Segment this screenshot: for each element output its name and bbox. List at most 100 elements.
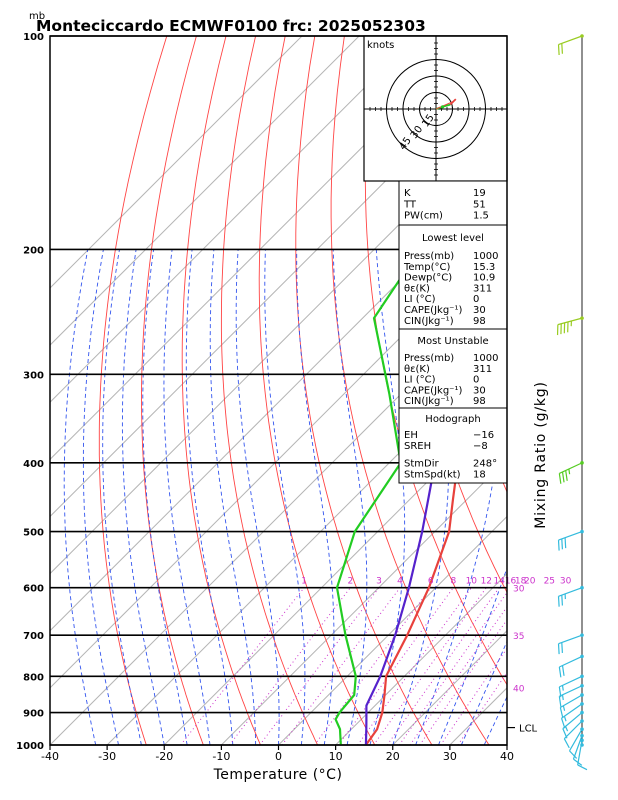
stats-section-title: Most Unstable	[417, 336, 488, 347]
dry-adiabat-line	[141, 36, 204, 745]
wind-barb-flag	[561, 595, 563, 606]
stats-row-label: Press(mb)	[404, 251, 454, 262]
pressure-tick-label: 700	[23, 631, 44, 642]
pressure-tick-label: 400	[23, 459, 44, 470]
wind-barb-staff	[562, 712, 583, 730]
wind-barb-flag	[559, 707, 564, 718]
stats-panel: K 19 TT 51 PW(cm) 1.5 Lowest level Press(mb) 100…	[398, 180, 508, 484]
wind-barb-flag	[560, 718, 566, 729]
wind-barb-staff	[577, 740, 583, 766]
mixing-ratio-line	[398, 591, 507, 745]
mixing-ratio-line	[457, 671, 507, 745]
dry-adiabat-line	[258, 36, 376, 745]
mixing-ratio-label: 25	[544, 577, 555, 587]
wind-barb-staff	[560, 694, 583, 708]
wind-barb-column	[556, 34, 588, 771]
mixing-ratio-line	[259, 587, 380, 745]
moist-adiabat-line	[63, 249, 97, 745]
x-tick-label: -20	[155, 750, 173, 763]
mixing-ratio-label: 4	[397, 577, 403, 587]
mixing-ratio-label: 14	[493, 577, 505, 587]
wind-barb-flag	[573, 758, 583, 766]
dry-adiabat-line	[330, 36, 490, 745]
chart-title: Monteciccardo ECMWF0100 frc: 2025052303	[36, 17, 426, 35]
wind-barb	[556, 316, 584, 336]
wind-barb	[557, 34, 584, 56]
mixing-ratio-label: 8	[451, 577, 457, 587]
dry-adiabat-line	[181, 36, 261, 745]
wind-barb-flag	[569, 750, 578, 759]
wind-barb-staff	[559, 655, 583, 668]
isotherm-line	[335, 572, 507, 745]
wind-barb-staff	[572, 735, 583, 760]
axis-ticks: -40 -30 -20 -10 0 10 20 30 40 LCL	[41, 724, 538, 763]
isotherm-lines	[50, 36, 507, 745]
mixing-ratio-label: 16	[505, 577, 517, 587]
pressure-tick-label: 100	[23, 32, 44, 43]
wind-barb-staff	[561, 703, 583, 719]
wind-barb-flag	[561, 665, 565, 676]
wind-barb-flag	[561, 471, 565, 483]
hodograph-point	[441, 105, 445, 109]
x-tick-label: 10	[329, 750, 343, 763]
mixing-ratio-lines	[180, 587, 507, 745]
wind-barb-flag	[557, 540, 560, 551]
wind-barb	[572, 733, 584, 766]
hodograph-ring	[386, 59, 486, 159]
wind-barb-flag	[564, 537, 567, 549]
x-axis-title: Temperature (°C)	[213, 767, 343, 783]
pressure-unit-label: mb	[29, 11, 45, 22]
wind-barb-halfflag	[561, 694, 564, 701]
stats-row-value: 30	[473, 305, 486, 316]
isotherm-line	[50, 36, 474, 461]
stats-row-label: SREH	[404, 441, 431, 452]
dry-adiabat-line	[220, 36, 319, 745]
isotherm-line	[163, 401, 507, 745]
mixing-ratio-label: 18	[515, 577, 527, 587]
stats-row-value: 98	[473, 396, 486, 407]
stats-row-label: K	[404, 188, 411, 199]
mixing-ratio-label: 10	[466, 577, 478, 587]
stats-row-value: 1000	[473, 353, 498, 364]
wind-barb-staff	[558, 587, 583, 597]
stats-row-value: 30	[473, 385, 486, 396]
x-tick-label: 30	[443, 750, 457, 763]
dry-adiabat-line	[611, 36, 618, 745]
stats-row-value: 18	[473, 469, 486, 480]
dry-adiabat-line	[491, 36, 507, 225]
x-tick-label: 40	[500, 750, 514, 763]
dewpoint-trace	[334, 71, 507, 745]
stats-row-value: 1000	[473, 251, 498, 262]
stats-row-value: 19	[473, 188, 486, 199]
theta-e-label: 35	[513, 632, 524, 642]
wind-barb-flag	[563, 738, 570, 749]
lcl-label: LCL	[519, 724, 538, 735]
wind-barb	[568, 727, 584, 759]
moist-adiabat-line	[82, 249, 120, 745]
wind-barb	[559, 693, 584, 718]
pressure-tick-label: 800	[23, 672, 44, 683]
wind-barb-flag	[557, 596, 560, 607]
stats-row-label: CAPE(Jkg⁻¹)	[404, 305, 462, 316]
stats-row-label: EH	[404, 430, 418, 441]
dry-adiabat-line	[581, 36, 618, 745]
mixing-ratio-label: 30	[560, 577, 572, 587]
moist-adiabat-line	[163, 249, 211, 745]
wind-barb-flag	[558, 696, 562, 707]
theta-e-label: 40	[513, 685, 525, 695]
wind-barb-halfflag	[564, 726, 569, 732]
pressure-tick-label: 200	[23, 245, 44, 256]
wind-barb-flag	[557, 643, 560, 655]
moist-adiabat-line	[102, 249, 142, 745]
wind-barb-flag	[561, 642, 563, 653]
mixing-ratio-label: 1	[301, 577, 307, 587]
moist-adiabat-line	[121, 249, 165, 745]
stats-row-label: CAPE(Jkg⁻¹)	[404, 385, 462, 396]
hodograph-ring	[402, 75, 470, 143]
stats-row-label: TT	[403, 199, 417, 210]
pressure-tick-label: 1000	[16, 741, 44, 752]
hodograph-storm-vector	[435, 100, 454, 110]
wind-barb	[563, 719, 584, 749]
stats-row-value: −16	[473, 430, 494, 441]
